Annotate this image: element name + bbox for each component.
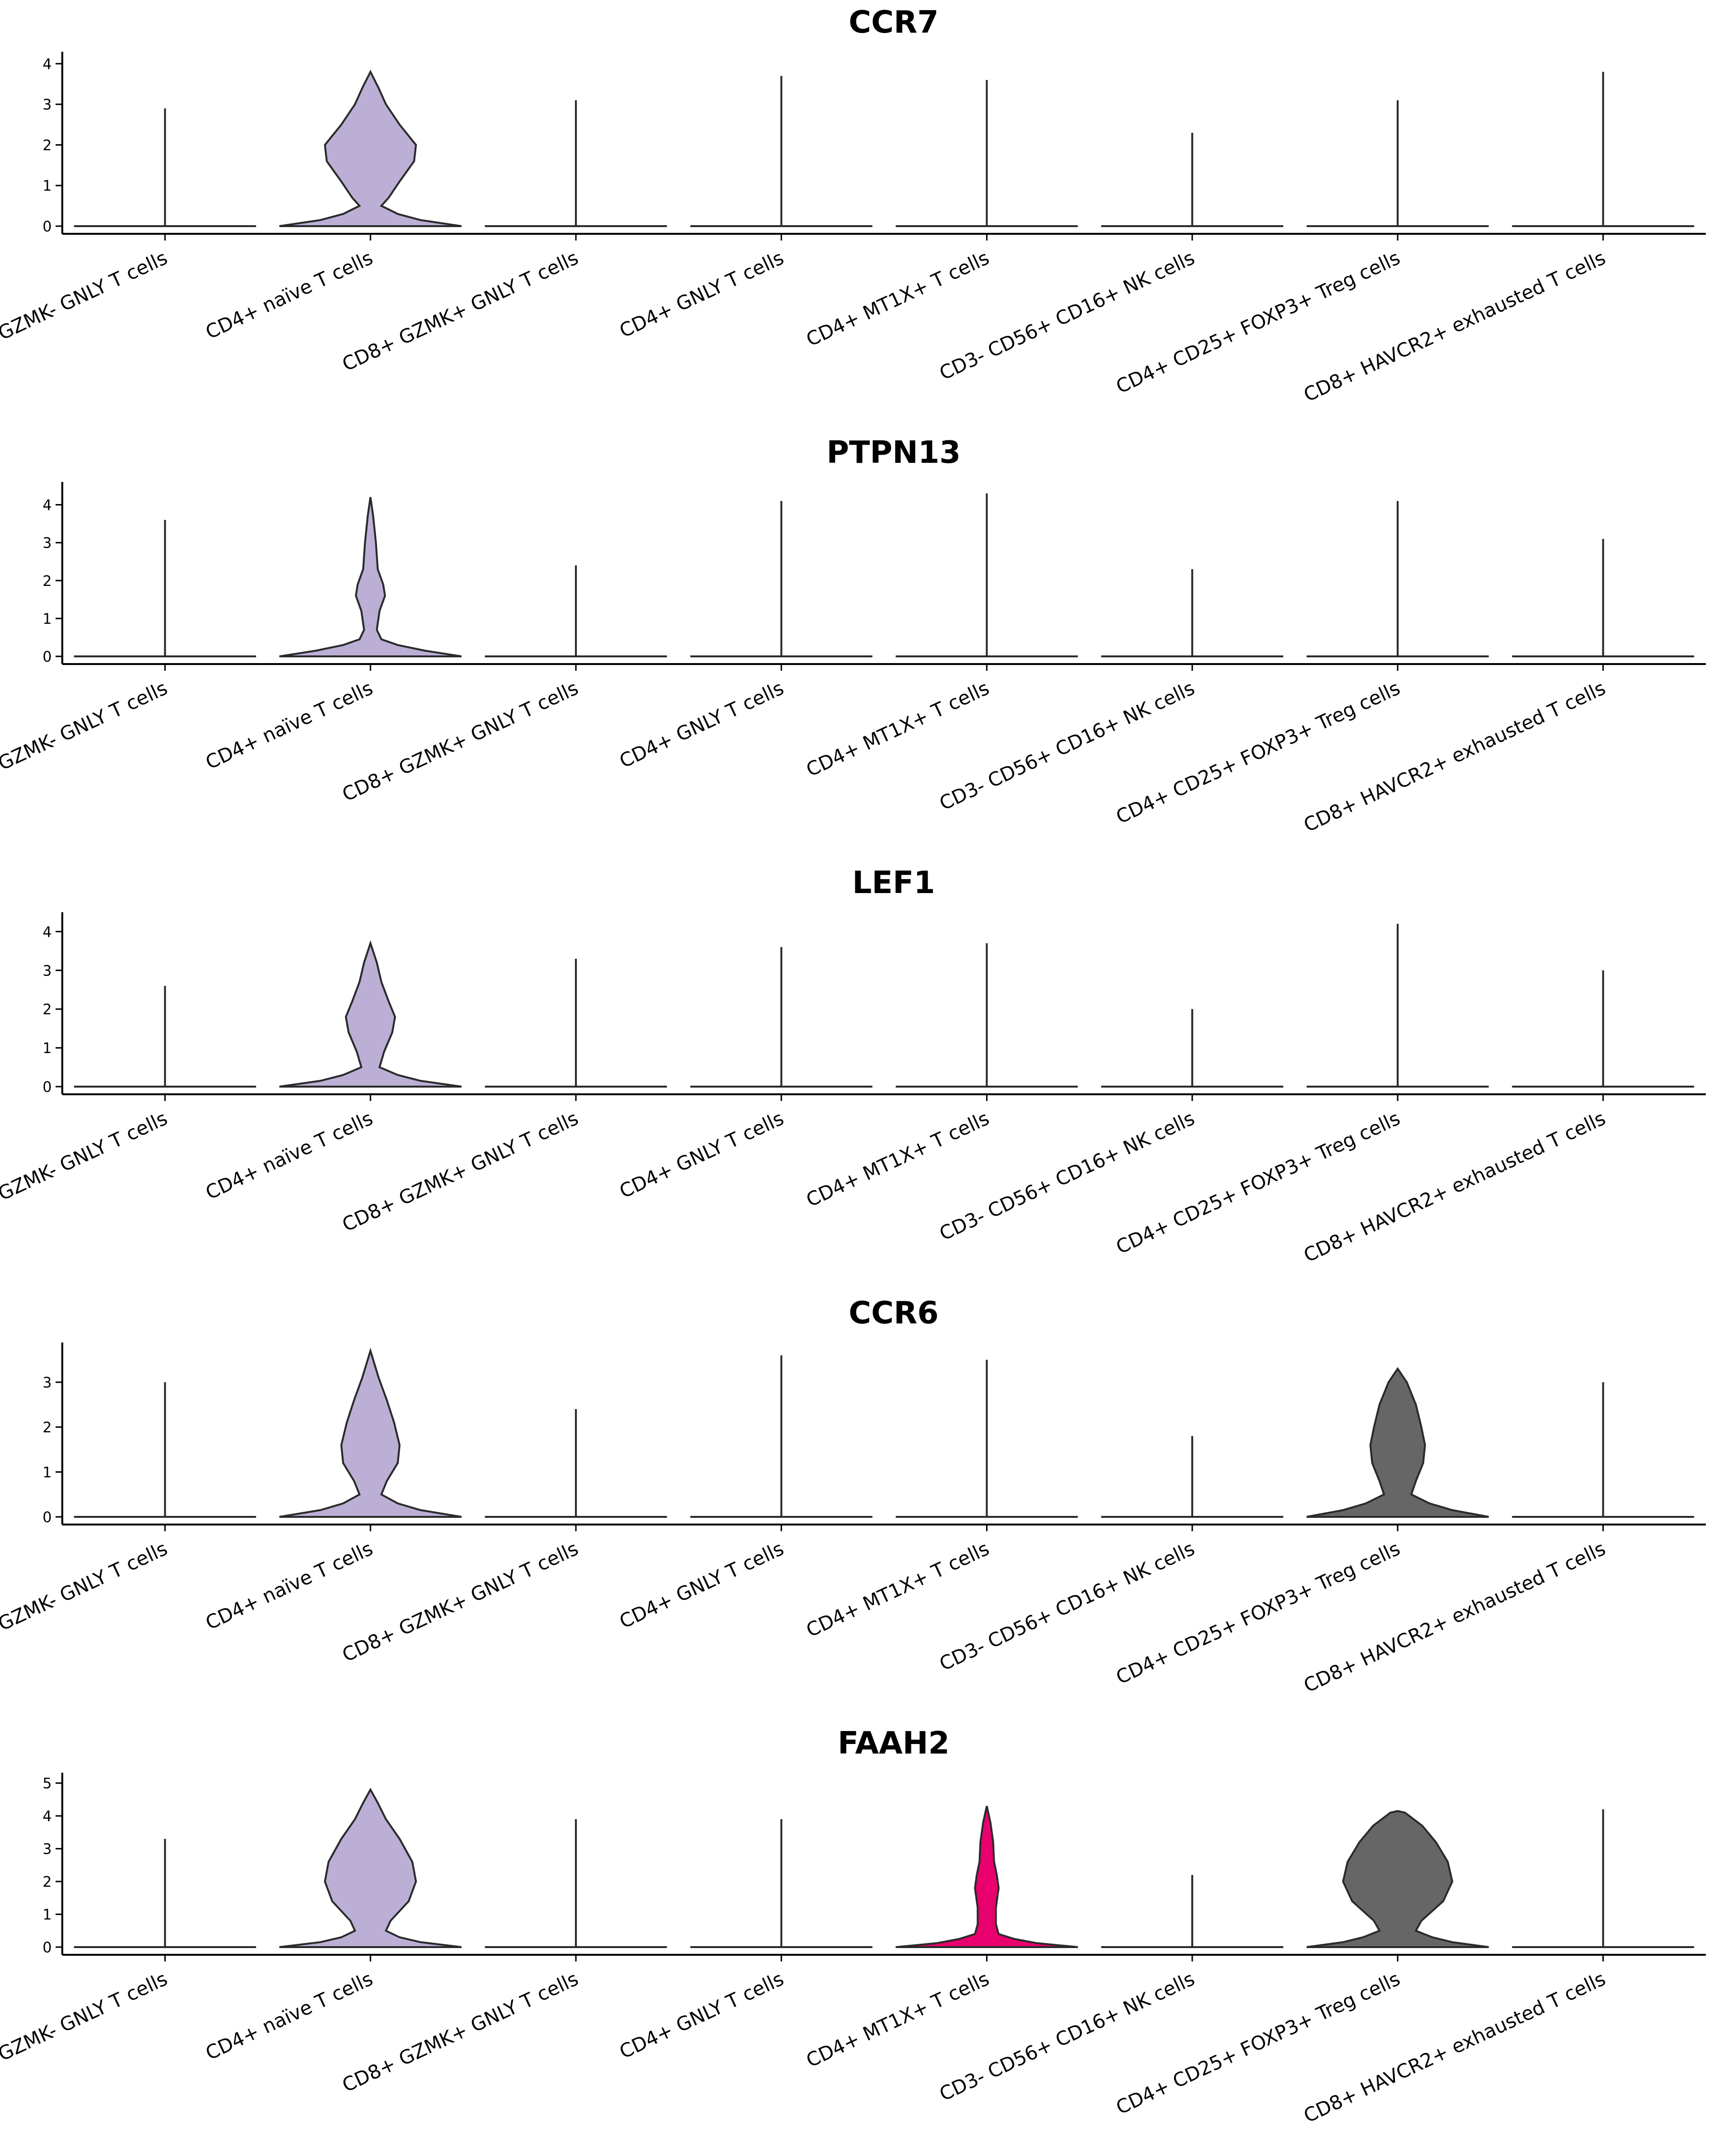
x-tick-label: CD8+ GZMK- GNLY T cells xyxy=(0,1107,171,1231)
y-tick-label: 3 xyxy=(43,1841,52,1858)
y-tick-label: 0 xyxy=(43,218,52,235)
x-tick-label: CD4+ MT1X+ T cells xyxy=(803,247,993,351)
x-tick-label: CD4+ naïve T cells xyxy=(202,247,376,344)
panel-ptpn13: PTPN13 0 1 2 3 4 CD8+ GZMK- GNLY T cells CD4+ n… xyxy=(0,435,1706,837)
violin-body xyxy=(279,940,462,1088)
y-tick-label: 1 xyxy=(43,1907,52,1924)
y-tick-label: 4 xyxy=(43,1808,52,1825)
panel-ccr7: CCR7 0 1 2 3 4 CD8+ GZMK- GNLY T cells CD4+ naï… xyxy=(0,5,1706,406)
x-tick-label: CD8+ GZMK- GNLY T cells xyxy=(0,247,171,371)
y-tick-label: 2 xyxy=(43,137,52,154)
x-tick-label: CD4+ naïve T cells xyxy=(202,1107,376,1204)
y-tick-label: 2 xyxy=(43,1874,52,1891)
y-tick-label: 1 xyxy=(43,1040,52,1057)
x-tick-label: CD4+ GNLY T cells xyxy=(616,1537,787,1633)
y-tick-label: 3 xyxy=(43,1375,52,1391)
panel-title: CCR7 xyxy=(849,5,939,40)
y-tick-label: 2 xyxy=(43,573,52,590)
x-tick-label: CD4+ GNLY T cells xyxy=(616,247,787,342)
y-tick-label: 3 xyxy=(43,963,52,979)
x-tick-label: CD4+ GNLY T cells xyxy=(616,1968,787,2063)
violin-body xyxy=(279,69,462,227)
y-tick-label: 4 xyxy=(43,56,52,73)
y-tick-label: 0 xyxy=(43,1079,52,1096)
x-tick-label: CD4+ GNLY T cells xyxy=(616,677,787,772)
y-tick-label: 3 xyxy=(43,97,52,114)
panel-title: FAAH2 xyxy=(838,1726,950,1761)
violin-body xyxy=(1306,1810,1489,1948)
violin-body xyxy=(1306,1367,1489,1518)
panel-title: CCR6 xyxy=(849,1296,939,1331)
x-tick-label: CD8+ GZMK- GNLY T cells xyxy=(0,1968,171,2092)
y-tick-label: 0 xyxy=(43,649,52,665)
x-tick-label: CD4+ GNLY T cells xyxy=(616,1107,787,1203)
y-tick-label: 5 xyxy=(43,1776,52,1792)
y-tick-label: 1 xyxy=(43,178,52,195)
x-tick-label: CD8+ GZMK- GNLY T cells xyxy=(0,677,171,801)
y-tick-label: 2 xyxy=(43,1420,52,1436)
y-tick-label: 1 xyxy=(43,1464,52,1481)
y-tick-label: 4 xyxy=(43,924,52,940)
y-tick-label: 2 xyxy=(43,1001,52,1018)
x-tick-label: CD4+ naïve T cells xyxy=(202,677,376,774)
violin-body xyxy=(896,1806,1078,1948)
violin-body xyxy=(279,1347,462,1518)
x-tick-label: CD4+ MT1X+ T cells xyxy=(803,1537,993,1641)
y-tick-label: 0 xyxy=(43,1509,52,1526)
x-tick-label: CD8+ GZMK- GNLY T cells xyxy=(0,1537,171,1662)
violin-body xyxy=(279,1788,462,1948)
panel-lef1: LEF1 0 1 2 3 4 CD8+ GZMK- GNLY T cells CD4+ naï… xyxy=(0,865,1706,1267)
x-tick-label: CD4+ MT1X+ T cells xyxy=(803,677,993,781)
x-tick-label: CD4+ naïve T cells xyxy=(202,1537,376,1634)
y-tick-label: 1 xyxy=(43,611,52,628)
x-tick-label: CD4+ MT1X+ T cells xyxy=(803,1107,993,1211)
y-tick-label: 3 xyxy=(43,535,52,552)
panel-title: LEF1 xyxy=(852,865,935,901)
violin-body xyxy=(279,497,462,657)
panel-ccr6: CCR6 0 1 2 3 CD8+ GZMK- GNLY T cells CD4+ naïv… xyxy=(0,1296,1706,1697)
panel-title: PTPN13 xyxy=(827,435,961,470)
x-tick-label: CD4+ MT1X+ T cells xyxy=(803,1968,993,2072)
x-tick-label: CD4+ naïve T cells xyxy=(202,1968,376,2064)
panel-faah2: FAAH2 0 1 2 3 4 5 CD8+ GZMK- GNLY T cells CD4+ n… xyxy=(0,1726,1706,2127)
y-tick-label: 4 xyxy=(43,497,52,514)
y-tick-label: 0 xyxy=(43,1939,52,1956)
